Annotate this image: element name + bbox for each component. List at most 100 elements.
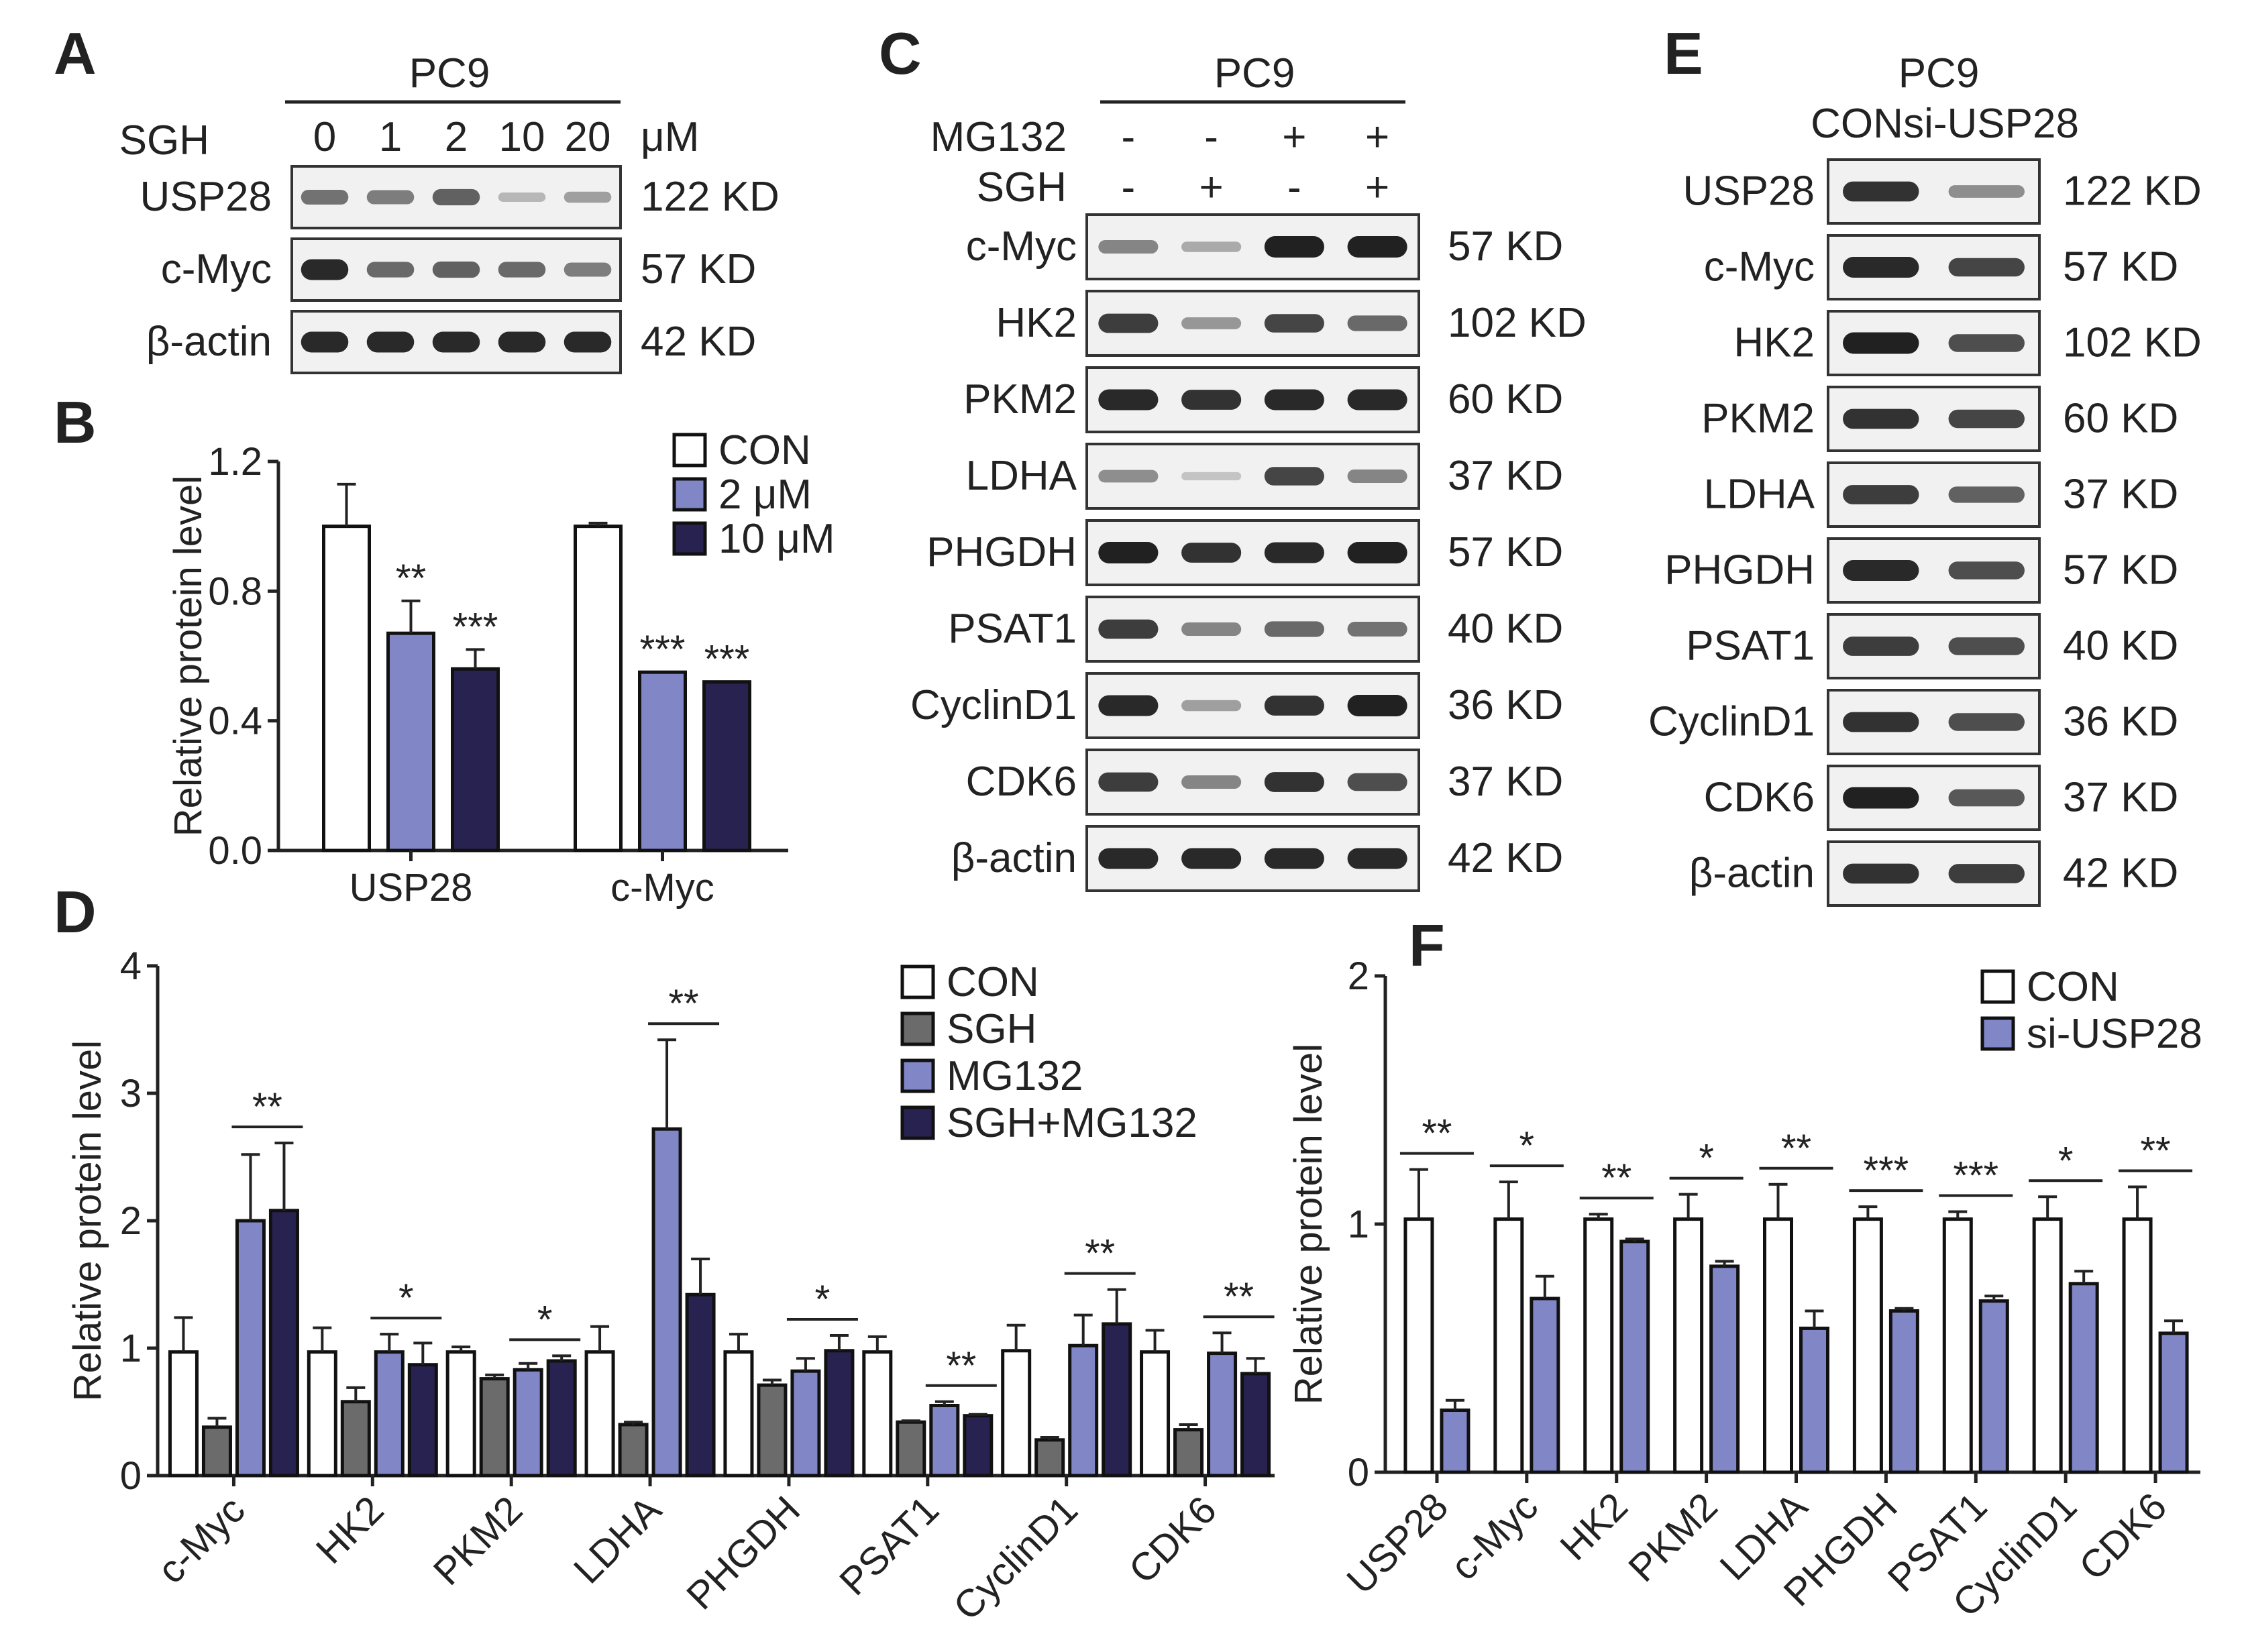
size-label-phgdh: 57 KD xyxy=(2063,547,2178,594)
band-c-myc-1 xyxy=(301,259,349,280)
size-label-cdk6: 37 KD xyxy=(1448,759,1563,805)
size-label-cyclind1: 36 KD xyxy=(2063,699,2178,745)
bar-usp28-con xyxy=(1403,1217,1434,1474)
band-psat1-2 xyxy=(1948,637,2025,655)
y-tick-label: 1 xyxy=(120,1327,142,1370)
x-tick-label-ldha: LDHA xyxy=(566,1488,670,1592)
band-psat1-2 xyxy=(1181,622,1242,636)
y-tick-label: 0 xyxy=(1348,1451,1369,1494)
bar-cdk6-si-usp28 xyxy=(2158,1331,2189,1474)
condition-label-sgh: SGH xyxy=(977,164,1067,211)
panel-label-d: D xyxy=(54,879,97,945)
x-tick-label-cdk6: CDK6 xyxy=(1120,1488,1224,1592)
protein-label-cdk6: CDK6 xyxy=(966,759,1077,805)
bar-c-myc-con xyxy=(574,525,623,852)
bar-c-myc-sgh xyxy=(201,1425,232,1478)
band-pkm2-3 xyxy=(1264,389,1324,410)
bar-pkm2-con xyxy=(1673,1217,1704,1474)
cell-line-label: PC9 xyxy=(409,50,490,97)
band-cyclind1-1 xyxy=(1098,695,1159,716)
size-label-hk2: 102 KD xyxy=(2063,320,2202,366)
bar-usp28-10-m xyxy=(451,667,500,852)
bar-hk2-si-usp28 xyxy=(1619,1240,1650,1474)
bar-cdk6-con xyxy=(1140,1350,1171,1478)
band-cyclind1-4 xyxy=(1347,695,1407,716)
protein-label-pkm2: PKM2 xyxy=(963,376,1077,423)
bar-pkm2-con xyxy=(445,1350,476,1478)
x-tick-label-hk2: HK2 xyxy=(308,1488,392,1572)
x-tick-label-psat1: PSAT1 xyxy=(831,1488,947,1604)
condition-mg132-lane-1: - xyxy=(1122,114,1136,160)
band-actin-5 xyxy=(564,331,612,353)
bar-cdk6-con xyxy=(2122,1217,2153,1474)
bar-cyclind1-con xyxy=(1001,1349,1032,1478)
legend-swatch-sgh xyxy=(900,1011,935,1046)
bar-phgdh-con xyxy=(723,1350,754,1478)
bar-cyclind1-si-usp28 xyxy=(2068,1282,2099,1474)
band-ldha-4 xyxy=(1347,470,1407,483)
band-pkm2-1 xyxy=(1098,389,1159,410)
protein-label-psat1: PSAT1 xyxy=(948,606,1077,652)
y-tick-label: 0.4 xyxy=(208,700,262,743)
protein-label-c-myc: c-Myc xyxy=(161,246,272,292)
condition-mg132-lane-3: + xyxy=(1282,114,1306,160)
x-tick-label-pkm2: PKM2 xyxy=(1620,1484,1726,1590)
significance-mark: ** xyxy=(1085,1232,1115,1276)
bar-psat1-sgh-mg132 xyxy=(963,1414,994,1478)
band-actin-2 xyxy=(1948,864,2025,883)
y-axis-title: Relative protein level xyxy=(166,476,210,836)
legend-label-con: CON xyxy=(947,959,1039,1005)
band-actin-4 xyxy=(498,331,546,353)
bar-hk2-sgh xyxy=(340,1400,371,1478)
band-hk2-1 xyxy=(1098,313,1159,333)
band-actin-1 xyxy=(1098,848,1159,869)
band-pkm2-1 xyxy=(1843,408,1919,429)
panel-label-c: C xyxy=(879,20,922,87)
significance-mark: ** xyxy=(1781,1127,1811,1170)
band-actin-1 xyxy=(1843,863,1919,884)
band-psat1-4 xyxy=(1347,621,1407,637)
legend-swatch-mg132 xyxy=(900,1058,935,1093)
band-hk2-3 xyxy=(1264,314,1324,333)
significance-mark: ** xyxy=(1422,1112,1452,1156)
band-phgdh-2 xyxy=(1181,543,1242,563)
condition-mg132-lane-4: + xyxy=(1365,114,1389,160)
bar-ldha-si-usp28 xyxy=(1799,1326,1829,1474)
band-usp28-2 xyxy=(366,190,415,205)
protein-label-usp28: USP28 xyxy=(1683,168,1815,215)
band-ldha-2 xyxy=(1181,472,1242,481)
x-tick-label-c-myc: c-Myc xyxy=(1442,1484,1546,1588)
bar-usp28-2-m xyxy=(386,631,435,852)
band-c-myc-3 xyxy=(432,261,480,278)
protein-label-c-myc: c-Myc xyxy=(1704,244,1815,290)
y-tick-label: 2 xyxy=(120,1199,142,1243)
bar-ldha-sgh xyxy=(618,1423,649,1478)
band-phgdh-1 xyxy=(1843,560,1919,581)
y-tick-label: 3 xyxy=(120,1072,142,1115)
bar-phgdh-mg132 xyxy=(790,1369,821,1478)
band-cdk6-3 xyxy=(1264,772,1324,792)
bar-ldha-sgh-mg132 xyxy=(685,1292,716,1478)
band-c-myc-4 xyxy=(498,262,546,278)
bar-hk2-con xyxy=(1583,1217,1614,1474)
bar-cdk6-mg132 xyxy=(1207,1352,1238,1478)
bar-pkm2-sgh xyxy=(479,1377,510,1478)
significance-mark: ** xyxy=(1224,1275,1254,1319)
condition-label-mg132: MG132 xyxy=(930,114,1067,160)
bar-cyclind1-con xyxy=(2032,1217,2063,1474)
protein-label-cdk6: CDK6 xyxy=(1704,775,1815,821)
significance-mark: *** xyxy=(1953,1154,1998,1198)
size-label-psat1: 40 KD xyxy=(2063,623,2178,669)
protein-label-psat1: PSAT1 xyxy=(1686,623,1815,669)
band-phgdh-4 xyxy=(1347,542,1407,563)
bar-cyclind1-sgh xyxy=(1034,1438,1065,1478)
x-tick-label-phgdh: PHGDH xyxy=(678,1488,808,1618)
y-tick-label: 0 xyxy=(120,1454,142,1498)
size-label-actin: 42 KD xyxy=(1448,835,1563,881)
x-tick-label-cyclind1: CyclinD1 xyxy=(945,1488,1086,1629)
condition-mg132-lane-2: - xyxy=(1204,114,1218,160)
bar-pkm2-si-usp28 xyxy=(1709,1264,1740,1474)
bar-cdk6-sgh-mg132 xyxy=(1240,1372,1271,1478)
x-tick-label-usp28: USP28 xyxy=(350,866,473,910)
